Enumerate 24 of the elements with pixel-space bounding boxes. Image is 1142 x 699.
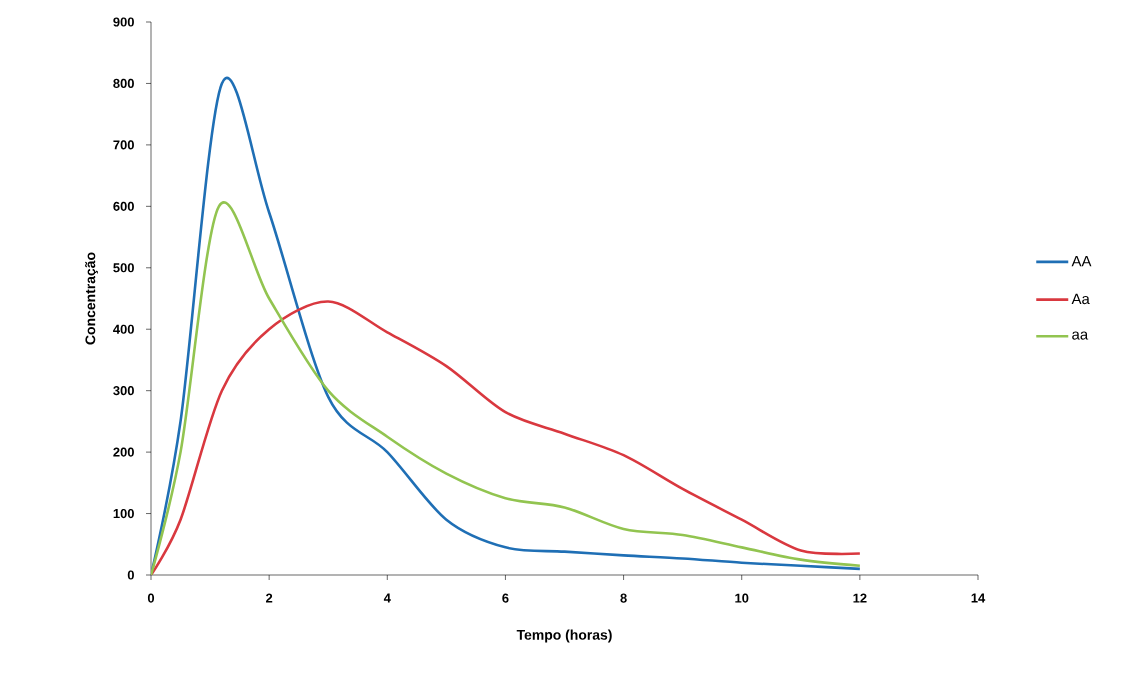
x-tick-label: 12	[853, 593, 867, 603]
x-tick-label: 4	[383, 593, 391, 603]
x-tick-label: 8	[620, 593, 627, 603]
y-tick-label: 300	[113, 386, 134, 396]
y-tick-label: 0	[127, 570, 134, 580]
y-tick-label: 500	[113, 263, 134, 273]
x-tick-label: 6	[502, 593, 509, 603]
y-tick-label: 400	[113, 324, 134, 334]
legend-label: Aa	[1071, 293, 1090, 305]
x-tick-label: 10	[735, 593, 749, 603]
y-tick-label: 600	[113, 201, 134, 211]
y-tick-label: 700	[113, 140, 134, 150]
y-axis-title: Concentração	[85, 252, 99, 345]
y-tick-label: 800	[113, 78, 134, 89]
x-axis-title: Tempo (horas)	[516, 629, 612, 643]
x-tick-label: 14	[971, 593, 986, 603]
y-tick-label: 900	[113, 17, 134, 27]
y-tick-label: 100	[113, 508, 134, 519]
x-tick-label: 2	[266, 593, 273, 603]
line-series	[151, 300, 862, 576]
legend-label: aa	[1072, 331, 1089, 340]
x-tick-label: 0	[147, 593, 155, 603]
y-tick-label: 200	[113, 447, 134, 457]
legend-label: AA	[1071, 255, 1092, 267]
